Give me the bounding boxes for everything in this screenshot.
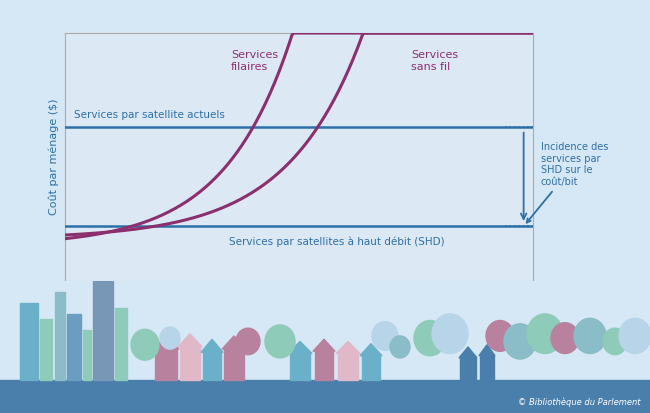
Circle shape <box>390 336 410 358</box>
Bar <box>180 347 200 380</box>
Circle shape <box>603 328 627 355</box>
Y-axis label: Coût par ménage ($): Coût par ménage ($) <box>49 99 59 215</box>
Circle shape <box>131 329 159 360</box>
Circle shape <box>486 320 514 351</box>
Circle shape <box>372 322 398 350</box>
Circle shape <box>527 314 563 354</box>
Polygon shape <box>360 344 382 356</box>
Text: Services par satellite actuels: Services par satellite actuels <box>74 110 226 120</box>
Bar <box>224 349 244 380</box>
Polygon shape <box>153 336 179 349</box>
Circle shape <box>265 325 295 358</box>
Text: Services par satellites à haut débit (SHD): Services par satellites à haut débit (SH… <box>229 236 445 247</box>
Bar <box>20 303 38 380</box>
Bar <box>0 281 650 391</box>
Bar <box>55 292 65 380</box>
Bar <box>290 354 310 380</box>
Polygon shape <box>178 334 202 347</box>
Circle shape <box>236 328 260 355</box>
Circle shape <box>414 320 446 356</box>
Text: Région éloignée: Région éloignée <box>488 306 578 316</box>
Text: Banlieue: Banlieue <box>196 306 246 316</box>
Polygon shape <box>222 336 246 349</box>
Text: Région urbaine: Région urbaine <box>23 306 107 316</box>
Text: © Bibliothèque du Parlement: © Bibliothèque du Parlement <box>517 398 640 408</box>
Text: Services
filaires: Services filaires <box>231 50 278 72</box>
Bar <box>67 314 81 380</box>
Polygon shape <box>313 339 335 351</box>
Polygon shape <box>288 342 312 354</box>
Circle shape <box>504 324 536 359</box>
Circle shape <box>619 318 650 354</box>
Circle shape <box>432 314 468 354</box>
Bar <box>83 330 91 380</box>
Polygon shape <box>336 342 360 354</box>
Polygon shape <box>201 339 223 352</box>
Bar <box>362 356 380 380</box>
Bar <box>115 309 127 380</box>
Text: Services
sans fil: Services sans fil <box>411 50 458 72</box>
Circle shape <box>551 323 579 354</box>
Circle shape <box>574 318 606 354</box>
Bar <box>480 356 494 380</box>
Bar <box>460 358 476 380</box>
Text: Incidence des
services par
SHD sur le
coût/bit: Incidence des services par SHD sur le co… <box>526 142 608 223</box>
Bar <box>40 319 52 380</box>
Bar <box>203 352 221 380</box>
Bar <box>338 354 358 380</box>
Polygon shape <box>479 345 495 356</box>
Bar <box>155 349 177 380</box>
Bar <box>93 281 113 380</box>
Circle shape <box>160 327 180 349</box>
Bar <box>315 351 333 380</box>
Text: Région rurale: Région rurale <box>339 306 415 316</box>
Bar <box>0 380 650 413</box>
Polygon shape <box>459 347 477 358</box>
